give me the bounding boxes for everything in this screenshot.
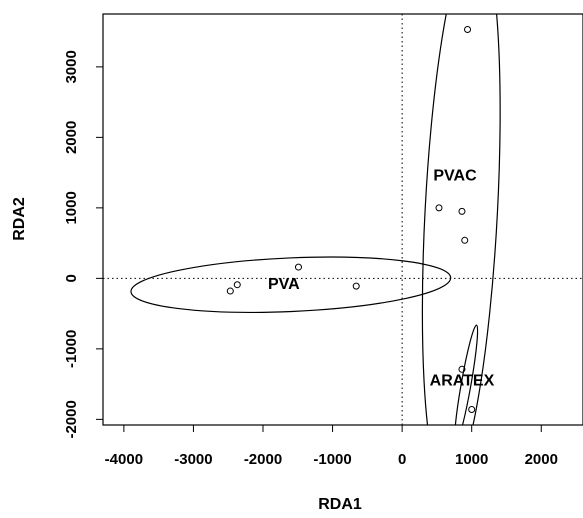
group-label-pvac: PVAC [433,167,477,184]
sample-point [462,237,468,243]
sample-point [469,406,475,412]
sample-point [353,283,359,289]
y-axis: -2000 -1000 0 1000 2000 3000 [63,50,103,438]
sample-point [295,264,301,270]
x-tick-label: 0 [398,451,406,468]
group-label-aratex: ARATEX [430,373,495,390]
ellipse-pvac [411,0,512,488]
sample-point [227,288,233,294]
sample-point [436,205,442,211]
y-tick-label: 3000 [63,50,80,83]
sample-point [465,27,471,33]
group-label-pva: PVA [268,276,300,293]
y-tick-label: 1000 [63,191,80,224]
sample-points [227,27,474,413]
x-tick-label: 2000 [525,451,558,468]
group-ellipses [130,0,512,488]
y-tick-label: 0 [63,274,80,282]
y-tick-label: -1000 [63,330,80,368]
plot-frame [103,14,583,425]
y-tick-label: 2000 [63,121,80,154]
x-tick-label: -1000 [313,451,351,468]
reference-lines [103,14,583,425]
x-tick-label: 1000 [455,451,488,468]
sample-point [234,282,240,288]
x-axis: -4000 -3000 -2000 -1000 0 1000 2000 [105,425,558,468]
x-tick-label: -2000 [244,451,282,468]
x-tick-label: -3000 [174,451,212,468]
x-tick-label: -4000 [105,451,143,468]
y-tick-label: -2000 [63,400,80,438]
x-axis-title: RDA1 [318,496,362,513]
sample-point [459,208,465,214]
y-axis-title: RDA2 [11,197,28,241]
